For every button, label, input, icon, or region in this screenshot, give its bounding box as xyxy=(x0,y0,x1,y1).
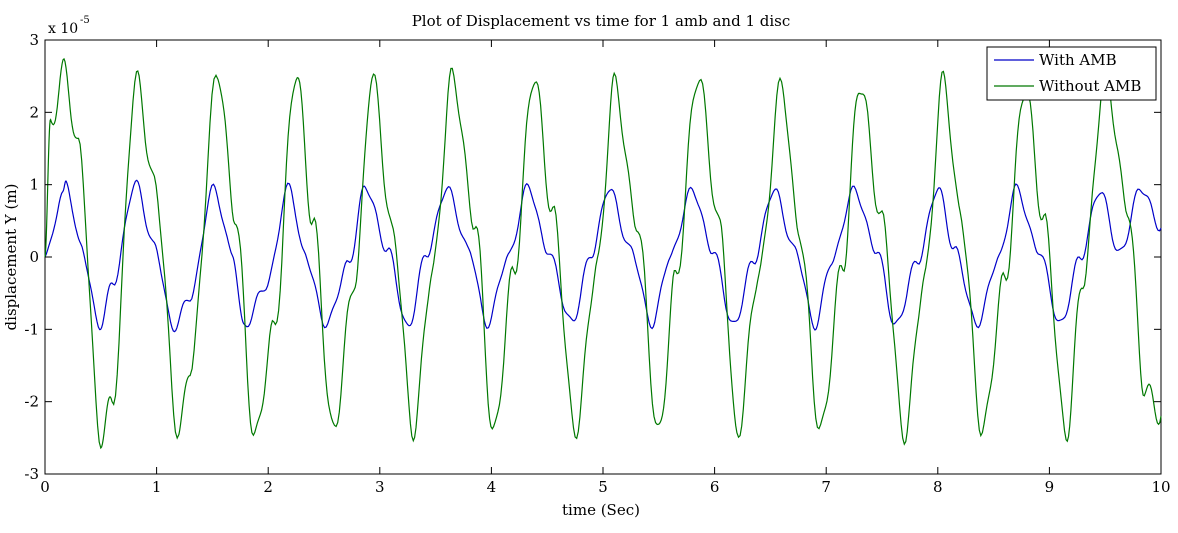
series-line-without-amb xyxy=(44,57,1162,450)
legend: With AMB Without AMB xyxy=(986,46,1157,101)
legend-label-without-amb: Without AMB xyxy=(1039,77,1141,95)
y-tick-label: -1 xyxy=(24,320,39,338)
x-axis-label: time (Sec) xyxy=(562,501,640,519)
y-exponent-base: x 10 xyxy=(48,21,78,37)
x-tick-label: 2 xyxy=(263,478,273,496)
chart-title: Plot of Displacement vs time for 1 amb a… xyxy=(412,12,791,30)
y-tick-label: 3 xyxy=(29,31,39,49)
y-axis: 3 2 1 0 -1 -2 -3 xyxy=(24,31,1161,483)
x-tick-label: 10 xyxy=(1151,478,1170,496)
y-tick-label: 2 xyxy=(29,103,39,121)
y-axis-label: displacement Y (m) xyxy=(2,184,20,331)
x-tick-label: 8 xyxy=(933,478,943,496)
series-line-with-amb xyxy=(44,179,1162,333)
x-tick-label: 4 xyxy=(487,478,497,496)
x-tick-label: 6 xyxy=(710,478,720,496)
x-tick-label: 7 xyxy=(821,478,831,496)
x-tick-label: 1 xyxy=(152,478,162,496)
y-tick-label: -2 xyxy=(24,393,39,411)
legend-label-with-amb: With AMB xyxy=(1039,51,1117,69)
axes-box xyxy=(44,39,1162,475)
x-tick-label: 5 xyxy=(598,478,608,496)
x-tick-label: 0 xyxy=(40,478,50,496)
x-tick-label: 3 xyxy=(375,478,385,496)
y-exponent-label: x 10 -5 xyxy=(48,15,90,37)
y-tick-label: 0 xyxy=(29,248,39,266)
x-axis: 0 1 2 3 4 5 6 7 8 9 10 xyxy=(40,40,1171,496)
y-exponent-power: -5 xyxy=(80,15,90,26)
x-tick-label: 9 xyxy=(1045,478,1055,496)
y-tick-label: 1 xyxy=(29,176,39,194)
series-layer xyxy=(44,57,1162,450)
y-tick-label: -3 xyxy=(24,465,39,483)
legend-box xyxy=(986,46,1157,101)
